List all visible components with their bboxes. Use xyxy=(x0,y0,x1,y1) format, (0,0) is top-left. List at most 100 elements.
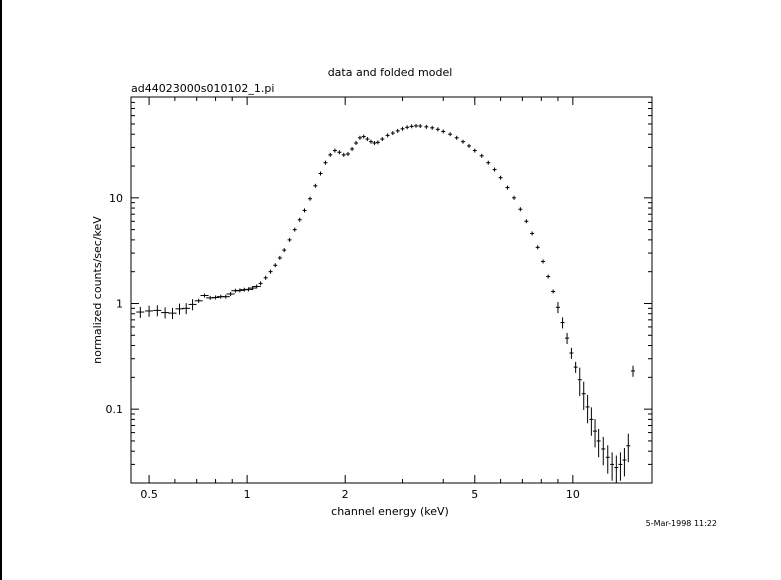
data-point xyxy=(460,139,465,144)
data-point xyxy=(593,419,598,448)
data-point xyxy=(287,237,292,242)
data-point xyxy=(505,185,510,190)
data-point xyxy=(354,141,359,146)
data-point xyxy=(361,134,366,139)
y-tick-label: 10 xyxy=(109,192,123,205)
data-point xyxy=(541,259,546,264)
data-point xyxy=(524,219,529,224)
window-left-border xyxy=(0,0,2,580)
timestamp: 5-Mar-1998 11:22 xyxy=(646,519,717,528)
data-point xyxy=(345,151,350,156)
data-point xyxy=(136,306,145,318)
data-point xyxy=(318,171,323,176)
data-point xyxy=(589,407,594,436)
data-point xyxy=(596,428,601,458)
data-point xyxy=(292,227,297,232)
data-point xyxy=(357,135,362,140)
data-point xyxy=(622,447,627,477)
data-point xyxy=(200,293,209,298)
chart-subtitle: ad44023000s010102_1.pi xyxy=(131,82,274,95)
data-point xyxy=(518,207,523,212)
y-axis-ticks: 0.1 1 10 xyxy=(106,96,652,484)
data-point xyxy=(168,307,177,320)
data-point xyxy=(605,445,610,474)
data-point xyxy=(268,269,273,274)
x-axis-label: channel energy (keV) xyxy=(331,505,449,518)
chart-title: data and folded model xyxy=(328,66,453,79)
data-point xyxy=(308,196,313,201)
data-point xyxy=(414,123,419,128)
x-tick-label: 1 xyxy=(244,488,251,501)
data-point xyxy=(614,455,619,483)
data-point xyxy=(551,289,556,294)
data-point xyxy=(277,255,282,260)
data-point xyxy=(332,148,337,153)
data-point xyxy=(395,128,400,133)
data-point xyxy=(454,135,459,140)
x-tick-label: 2 xyxy=(342,488,349,501)
data-point xyxy=(328,152,333,157)
data-point xyxy=(337,150,342,155)
data-point xyxy=(565,332,570,344)
data-point xyxy=(258,281,263,286)
data-point xyxy=(585,394,590,424)
data-point xyxy=(479,153,484,158)
data-point xyxy=(244,287,253,292)
y-tick-label: 0.1 xyxy=(106,403,124,416)
data-point xyxy=(182,303,191,315)
data-point xyxy=(472,148,477,153)
data-points xyxy=(136,123,635,483)
data-point xyxy=(390,131,395,136)
data-point xyxy=(441,129,446,134)
data-point xyxy=(569,347,574,359)
data-point xyxy=(577,367,582,397)
data-point xyxy=(618,452,623,481)
data-point xyxy=(400,126,405,131)
data-point xyxy=(430,125,435,130)
data-point xyxy=(313,183,318,188)
data-point xyxy=(492,167,497,172)
data-point xyxy=(486,160,491,165)
data-point xyxy=(372,141,377,146)
data-point xyxy=(560,317,565,329)
x-axis-ticks: 0.5 1 2 5 10 xyxy=(140,97,580,501)
x-tick-label: 0.5 xyxy=(140,488,158,501)
data-point xyxy=(235,288,244,293)
x-tick-label: 10 xyxy=(566,488,580,501)
data-point xyxy=(435,127,440,132)
data-point xyxy=(512,195,517,200)
data-point xyxy=(263,275,268,280)
data-point xyxy=(535,245,540,250)
data-point xyxy=(323,160,328,165)
plot-frame xyxy=(130,96,653,484)
data-point xyxy=(341,152,346,157)
data-point xyxy=(211,295,220,300)
data-point xyxy=(252,284,261,289)
data-point xyxy=(350,146,355,151)
data-point xyxy=(418,124,423,129)
data-point xyxy=(555,302,560,314)
data-point xyxy=(424,124,429,129)
data-point xyxy=(297,217,302,222)
data-point xyxy=(248,286,257,291)
y-axis-label: normalized counts/sec/keV xyxy=(91,216,104,364)
data-point xyxy=(153,305,162,317)
x-tick-label: 5 xyxy=(471,488,478,501)
data-point xyxy=(610,452,615,481)
data-point xyxy=(409,124,414,129)
data-point xyxy=(405,125,410,130)
data-point xyxy=(448,132,453,137)
data-point xyxy=(380,137,385,142)
data-point xyxy=(630,365,635,377)
data-point xyxy=(368,139,373,144)
data-point xyxy=(530,231,535,236)
data-point xyxy=(145,305,154,317)
data-point xyxy=(175,303,184,315)
data-point xyxy=(221,294,230,299)
data-point xyxy=(467,143,472,148)
data-point xyxy=(573,361,578,373)
data-point xyxy=(188,299,197,311)
data-point xyxy=(302,208,307,213)
data-point xyxy=(375,140,380,145)
data-point xyxy=(385,133,390,138)
